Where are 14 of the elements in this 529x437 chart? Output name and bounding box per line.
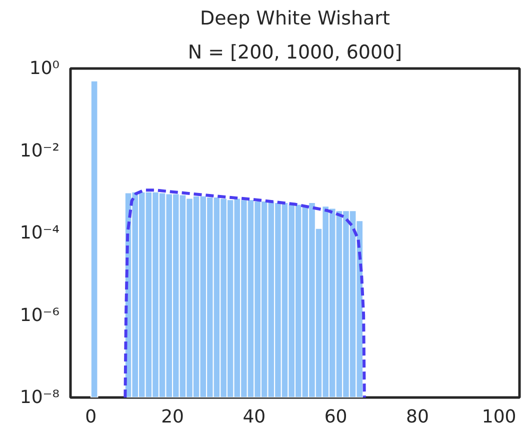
x-tick-label: 80	[406, 406, 429, 428]
chart-subtitle: N = [200, 1000, 6000]	[188, 42, 402, 64]
line-series	[124, 188, 366, 398]
x-tick-label: 0	[85, 406, 97, 428]
y-tick-label: 10⁻²	[20, 140, 60, 162]
x-tick-label: 40	[242, 406, 266, 428]
y-tick-label: 10⁰	[29, 58, 60, 79]
y-tick-label: 10⁻⁸	[20, 387, 60, 408]
x-tick-label: 20	[161, 406, 184, 428]
y-tick-label: 10⁻⁶	[20, 304, 60, 326]
x-tick-label: 100	[482, 406, 516, 428]
chart-title: Deep White Wishart	[200, 8, 390, 30]
y-tick-label: 10⁻⁴	[20, 222, 60, 244]
x-tick-label: 60	[324, 406, 348, 428]
